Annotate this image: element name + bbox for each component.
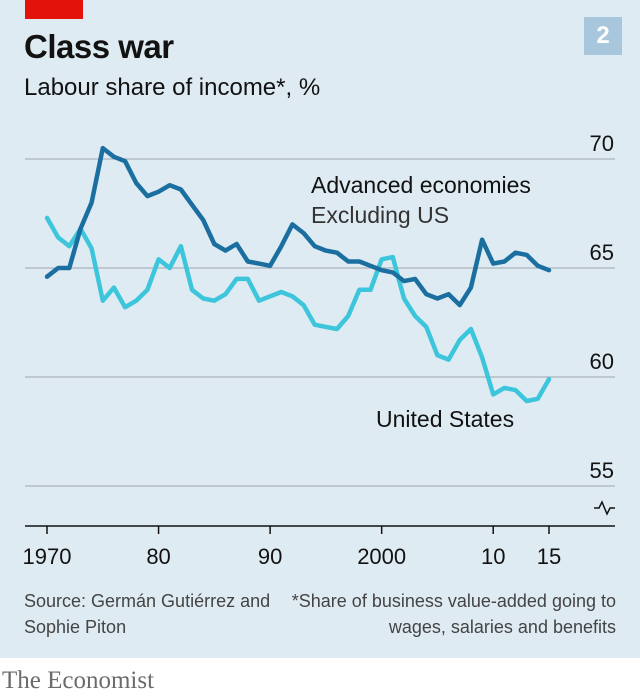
line-chart: 70 65 60 55 1970 80 90 2000 10 15 Advanced econo… xyxy=(23,131,615,569)
y-tick-label: 60 xyxy=(590,349,614,374)
axis-break-icon xyxy=(594,500,615,516)
brand-red-tag xyxy=(25,0,83,19)
x-axis: 1970 80 90 2000 10 15 xyxy=(23,500,615,569)
publisher-brand: The Economist xyxy=(2,667,155,694)
x-tick-label: 2000 xyxy=(357,544,406,569)
y-tick-label: 70 xyxy=(590,131,614,156)
chart-title: Class war xyxy=(24,28,174,65)
series-labels: Advanced economies Excluding US United S… xyxy=(311,172,531,432)
series-line-advanced xyxy=(44,145,552,308)
x-tick-label: 10 xyxy=(481,544,505,569)
chart-number-badge: 2 xyxy=(584,17,622,55)
x-tick-label: 80 xyxy=(146,544,170,569)
x-tick-label: 1970 xyxy=(23,544,72,569)
series-lines xyxy=(44,145,552,404)
y-tick-label: 65 xyxy=(590,240,614,265)
y-tick-labels: 70 65 60 55 xyxy=(590,131,614,483)
x-tick-label: 15 xyxy=(537,544,561,569)
series-label-advanced: Advanced economies xyxy=(311,172,531,198)
footnote: *Share of business value-added going to … xyxy=(291,591,616,637)
y-tick-label: 55 xyxy=(590,458,614,483)
chart-panel xyxy=(0,0,640,658)
x-tick-label: 90 xyxy=(258,544,282,569)
series-line-us xyxy=(44,215,552,404)
chart-subtitle: Labour share of income*, % xyxy=(24,74,321,101)
series-label-us: United States xyxy=(376,406,514,432)
series-label-advanced-sub: Excluding US xyxy=(311,202,449,228)
source-note: Source: Germán Gutiérrez and Sophie Pito… xyxy=(24,591,271,637)
